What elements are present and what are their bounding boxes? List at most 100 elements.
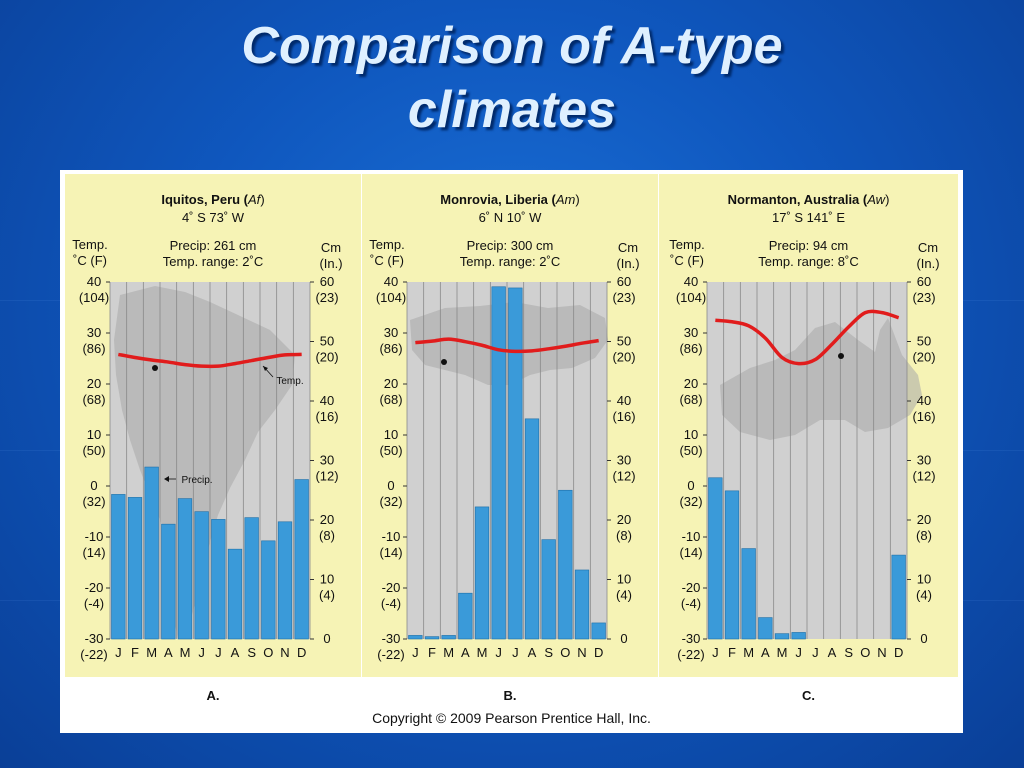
copyright-text: Copyright © 2009 Pearson Prentice Hall, … [372,710,651,726]
precip-bar [127,497,143,640]
precip-bar [441,635,456,640]
right-tick-label-in: (23) [315,290,338,305]
month-label: A [528,645,537,660]
month-label: M [777,645,788,660]
slide-title-line1: Comparison of A-type [241,17,783,75]
right-tick-label-in: (16) [315,409,338,424]
month-label: S [247,645,256,660]
temp-range-label: Temp. range: 2˚C [460,254,560,269]
right-tick-label-cm: 20 [320,512,334,527]
precip-bar [474,506,490,640]
left-tick-label-c: -20 [382,580,401,595]
month-label: M [443,645,454,660]
precip-bar [294,479,309,640]
precip-bar [161,523,176,640]
temperature-line [415,337,599,354]
panel-label: C. [802,688,815,703]
month-label: M [180,645,191,660]
right-tick-label-cm: 30 [617,453,631,468]
left-axis-title-unit: ˚C (F) [670,253,704,268]
left-tick-label-c: -10 [85,529,104,544]
left-tick-label-c: -30 [382,631,401,646]
station-title: Monrovia, Liberia (Am) [440,192,579,207]
right-tick-label-in: (4) [319,588,335,603]
precip-bar [144,466,159,640]
station-title: Normanton, Australia (Aw) [728,192,890,207]
month-label: A [828,645,837,660]
right-tick-label-cm: 40 [320,393,334,408]
station-coordinates: 17˚ S 141˚ E [772,210,845,225]
right-tick-label-cm: 20 [917,512,931,527]
left-tick-label-f: (-4) [381,596,401,611]
left-tick-label-f: (86) [679,341,702,356]
left-tick-label-f: (50) [679,443,702,458]
right-tick-label-in: (4) [916,588,932,603]
right-axis-title-unit: (In.) [916,256,939,271]
precip-total-label: Precip: 94 cm [769,238,848,253]
left-tick-label-c: 0 [387,478,394,493]
left-tick-label-c: -10 [382,529,401,544]
panel-label: B. [504,688,517,703]
left-tick-label-f: (-4) [84,596,104,611]
right-tick-label-in: (12) [612,469,635,484]
right-tick-label-in: (4) [616,588,632,603]
left-tick-label-c: -30 [85,631,104,646]
left-tick-label-c: 20 [384,376,398,391]
left-tick-label-f: (104) [79,290,109,305]
month-label: A [761,645,770,660]
precip-bar [508,287,523,640]
right-tick-label-in: (20) [315,350,338,365]
right-tick-label-cm: 0 [620,631,627,646]
annotation-precip-label: Precip. [181,475,212,486]
month-label: M [743,645,754,660]
left-tick-label-f: (-22) [677,647,704,662]
left-axis-title-unit: ˚C (F) [370,253,404,268]
right-axis-title: Cm [918,240,938,255]
precip-bar [541,539,556,640]
left-tick-label-f: (14) [679,545,702,560]
precip-bar [558,489,573,640]
precip-bar [261,540,276,640]
left-tick-label-c: -20 [682,580,701,595]
left-axis-title: Temp. [369,237,404,252]
climograph-panel-2: Monrovia, Liberia (Am) 6˚ N 10˚ W Precip: … [362,174,658,703]
right-tick-label-cm: 50 [320,334,334,349]
right-tick-label-in: (12) [912,469,935,484]
right-tick-label-in: (20) [912,350,935,365]
precip-bar [741,548,756,640]
precip-bar [177,498,193,640]
month-label: N [877,645,886,660]
climograph-panel-1: Iquitos, Peru (Af) 4˚ S 73˚ W Precip: 261 … [65,174,361,703]
precip-bar [277,521,293,640]
right-tick-label-cm: 40 [617,393,631,408]
left-tick-label-f: (14) [82,545,105,560]
month-label: D [297,645,306,660]
month-label: J [215,645,222,660]
precip-bar [194,511,209,640]
temperature-line [715,309,900,366]
right-tick-label-in: (12) [315,469,338,484]
station-title: Iquitos, Peru (Af) [161,192,264,207]
left-tick-label-c: 40 [384,274,398,289]
right-tick-label-cm: 30 [320,453,334,468]
left-tick-label-f: (50) [379,443,402,458]
month-label: O [560,645,570,660]
month-label: N [280,645,289,660]
annotation-precip: Precip. [164,475,213,486]
right-axis-title: Cm [321,240,341,255]
panel-label: A. [207,688,220,703]
slide-title-line2: climates [407,81,617,139]
month-label: J [812,645,819,660]
left-tick-label-f: (104) [676,290,706,305]
left-axis-title-unit: ˚C (F) [73,253,107,268]
month-label: M [146,645,157,660]
left-tick-label-f: (104) [376,290,406,305]
annotation-temp-label: Temp. [276,376,303,387]
right-tick-label-in: (16) [612,409,635,424]
month-label: N [577,645,586,660]
station-location-dot [152,365,158,371]
precip-bar [244,517,259,640]
left-tick-label-c: 30 [384,325,398,340]
right-tick-label-in: (8) [916,528,932,543]
left-tick-label-c: 30 [87,325,101,340]
